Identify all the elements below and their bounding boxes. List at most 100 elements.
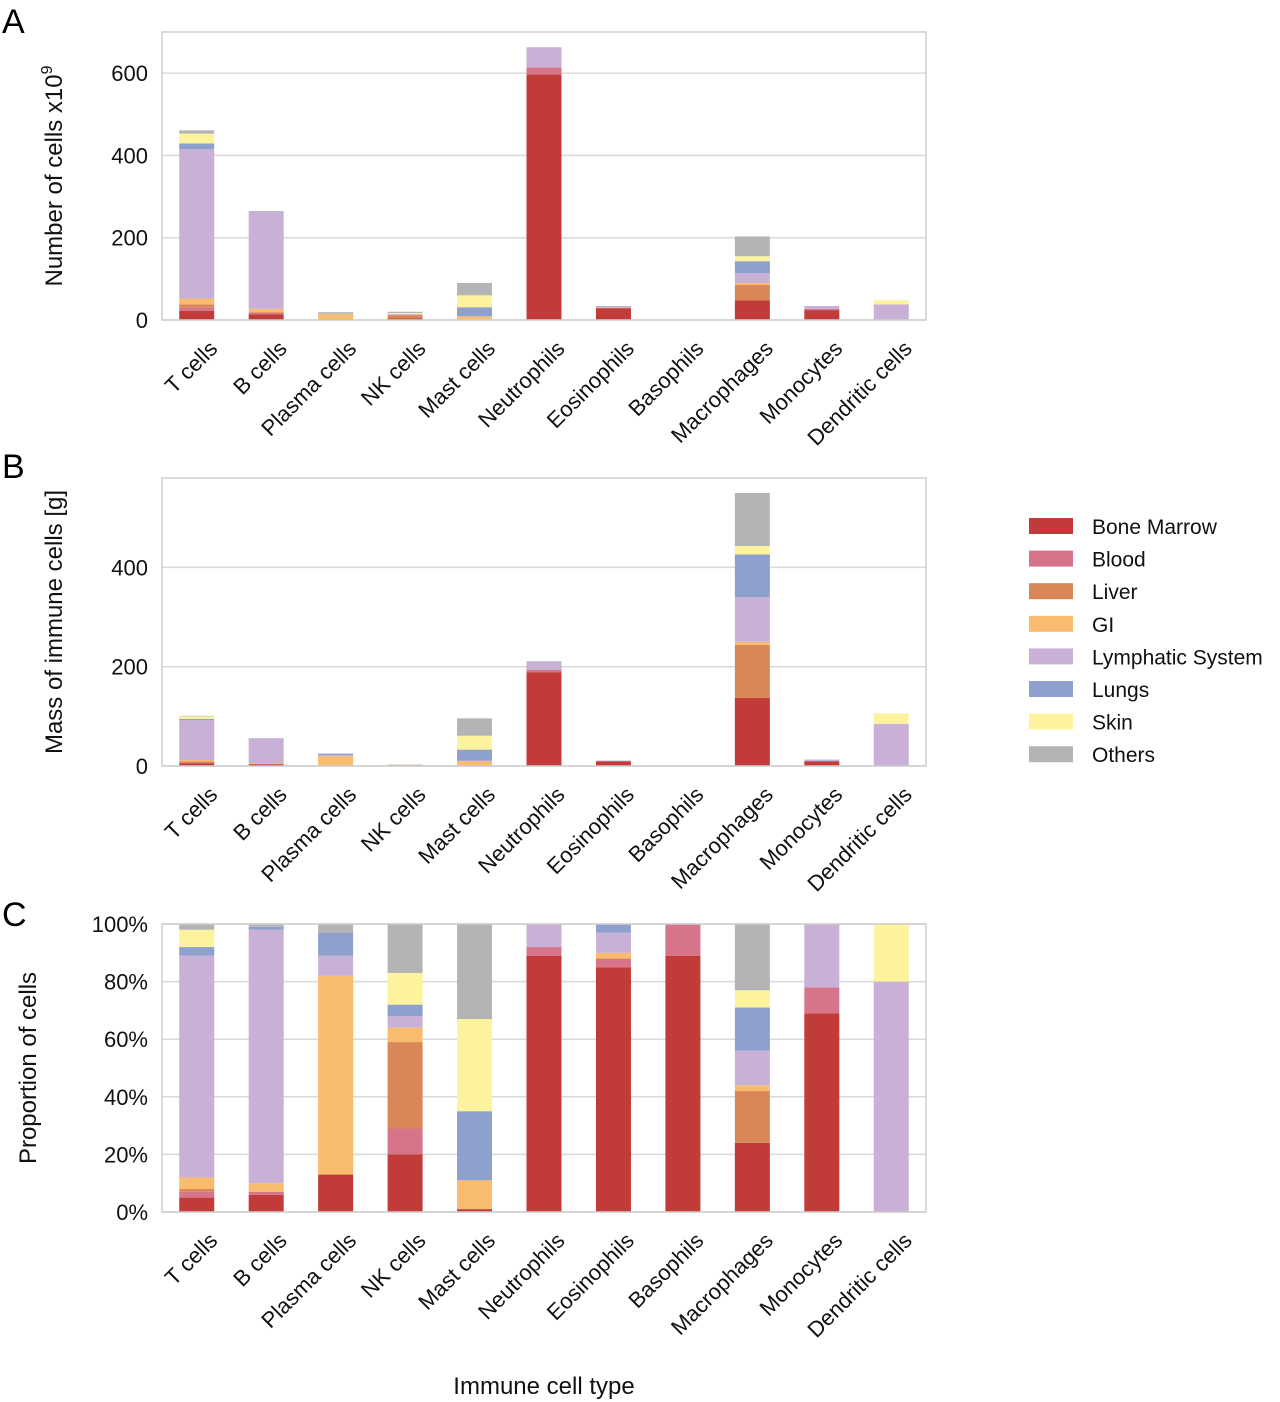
bar-segment-nk-cells-others	[387, 311, 423, 314]
panel-a-bars	[179, 47, 909, 321]
bar-segment-macrophages-gi	[734, 641, 770, 645]
bar-segment-macrophages-lungs	[734, 1007, 770, 1051]
ytick-label: 40%	[104, 1085, 148, 1110]
bar-segment-b-cells-bone-marrow	[248, 1194, 284, 1212]
bar-segment-plasma-cells-lymphatic-system	[318, 955, 354, 976]
legend-swatch-lymphatic-system	[1029, 648, 1073, 665]
bar-segment-neutrophils-bone-marrow	[526, 955, 562, 1212]
bar-segment-t-cells-lungs	[179, 947, 215, 956]
xtick-label: B cells	[228, 336, 291, 399]
bar-segment-t-cells-others	[179, 130, 215, 134]
bar-segment-macrophages-others	[734, 924, 770, 991]
panel-a-ytick-labels: 0 200 400 600	[111, 61, 148, 333]
bar-segment-mast-cells-lungs	[457, 749, 493, 761]
bar-segment-neutrophils-blood	[526, 669, 562, 673]
bar-segment-t-cells-liver	[179, 1188, 215, 1192]
bar-segment-t-cells-others	[179, 924, 215, 930]
ytick-label: 200	[111, 655, 148, 680]
bar-segment-neutrophils-bone-marrow	[526, 672, 562, 766]
bar-segment-mast-cells-skin	[457, 295, 493, 308]
legend-swatch-lungs	[1029, 681, 1073, 697]
bar-segment-mast-cells-skin	[457, 1019, 493, 1112]
bar-segment-plasma-cells-lungs	[318, 753, 354, 756]
bar-segment-t-cells-gi	[179, 1177, 215, 1189]
bar-segment-nk-cells-liver	[387, 315, 423, 318]
bar-segment-macrophages-bone-marrow	[734, 300, 770, 320]
bar-segment-macrophages-lymphatic-system	[734, 1050, 770, 1086]
bar-segment-neutrophils-blood	[526, 947, 562, 956]
bar-segment-nk-cells-lymphatic-system	[387, 1016, 423, 1028]
ytick-label: 600	[111, 61, 148, 86]
bar-segment-b-cells-others	[248, 924, 284, 927]
bar-segment-neutrophils-lymphatic-system	[526, 924, 562, 948]
bar-segment-b-cells-blood	[248, 1191, 284, 1195]
legend-label-lungs: Lungs	[1092, 679, 1149, 702]
legend-label-gi: GI	[1092, 614, 1114, 637]
bar-segment-mast-cells-others	[457, 718, 493, 736]
bar-segment-dendritic-cells-skin	[873, 300, 909, 305]
bar-segment-nk-cells-others	[387, 924, 423, 973]
legend-swatch-others	[1029, 746, 1073, 763]
panel-c-bars	[179, 924, 909, 1212]
legend-label-blood: Blood	[1092, 549, 1146, 572]
bar-segment-t-cells-bone-marrow	[179, 310, 215, 320]
legend-label-skin: Skin	[1092, 712, 1133, 735]
legend: Bone Marrow Blood Liver GI Lymphatic System L…	[1029, 516, 1263, 767]
bar-segment-mast-cells-skin	[457, 735, 493, 750]
xtick-label: B cells	[228, 782, 291, 845]
bar-segment-t-cells-lungs	[179, 718, 215, 721]
ytick-label: 400	[111, 143, 148, 168]
legend-swatch-skin	[1029, 713, 1073, 730]
bar-segment-t-cells-skin	[179, 716, 215, 719]
bar-segment-dendritic-cells-skin	[873, 713, 909, 724]
legend-label-liver: Liver	[1092, 581, 1138, 604]
bar-segment-eosinophils-bone-marrow	[595, 308, 631, 320]
bar-segment-eosinophils-bone-marrow	[595, 761, 631, 766]
bar-segment-t-cells-gi	[179, 298, 215, 305]
bar-segment-monocytes-bone-marrow	[804, 1013, 840, 1212]
bar-segment-macrophages-skin	[734, 990, 770, 1008]
ytick-label: 80%	[104, 970, 148, 995]
bar-segment-dendritic-cells-skin	[873, 924, 909, 982]
bar-segment-dendritic-cells-lymphatic-system	[873, 981, 909, 1212]
bar-segment-b-cells-blood	[248, 313, 284, 315]
ytick-label: 200	[111, 226, 148, 251]
bar-segment-dendritic-cells-lymphatic-system	[873, 304, 909, 320]
panel-a-letter: A	[2, 3, 25, 41]
bar-segment-macrophages-lymphatic-system	[734, 597, 770, 642]
bar-segment-b-cells-gi	[248, 308, 284, 313]
ytick-label: 100%	[92, 912, 148, 937]
bar-segment-nk-cells-skin	[387, 972, 423, 1005]
ytick-label: 20%	[104, 1142, 148, 1167]
bar-segment-nk-cells-bone-marrow	[387, 318, 423, 320]
bar-segment-mast-cells-gi	[457, 316, 493, 320]
legend-label-bone-marrow: Bone Marrow	[1092, 516, 1218, 539]
ytick-label: 400	[111, 555, 148, 580]
bar-segment-nk-cells-lungs	[387, 1004, 423, 1017]
bar-segment-t-cells-skin	[179, 133, 215, 144]
bar-segment-t-cells-lungs	[179, 143, 215, 150]
panel-c-xlabel: Immune cell type	[453, 1373, 634, 1400]
bar-segment-macrophages-bone-marrow	[734, 697, 770, 766]
bar-segment-t-cells-bone-marrow	[179, 763, 215, 766]
legend-label-lymphatic-system: Lymphatic System	[1092, 646, 1263, 669]
bar-segment-macrophages-bone-marrow	[734, 1142, 770, 1212]
bar-segment-b-cells-lymphatic-system	[248, 738, 284, 764]
bar-segment-plasma-cells-gi	[318, 975, 354, 1175]
bar-segment-macrophages-others	[734, 236, 770, 257]
bar-segment-mast-cells-lungs	[457, 1111, 493, 1181]
bar-segment-neutrophils-lymphatic-system	[526, 661, 562, 670]
legend-swatch-liver	[1029, 583, 1073, 600]
bar-segment-macrophages-skin	[734, 546, 770, 555]
bar-segment-eosinophils-lungs	[595, 924, 631, 933]
bar-segment-t-cells-bone-marrow	[179, 1197, 215, 1212]
legend-swatch-gi	[1029, 615, 1073, 632]
bar-segment-neutrophils-blood	[526, 67, 562, 75]
bar-segment-b-cells-liver	[248, 312, 284, 314]
xtick-label: T cells	[160, 782, 222, 844]
bar-segment-monocytes-lymphatic-system	[804, 924, 840, 988]
bar-segment-mast-cells-others	[457, 282, 493, 296]
